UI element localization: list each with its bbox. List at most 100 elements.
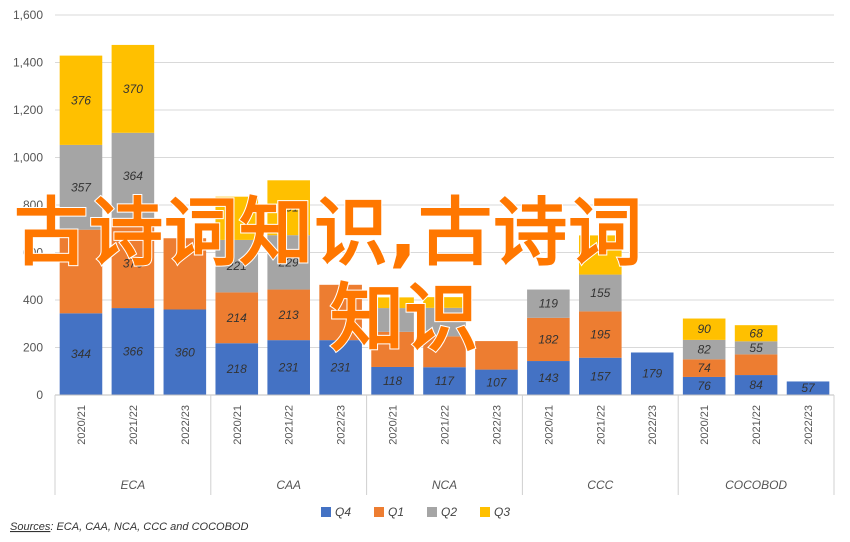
category-axis: 2020/21 2021/22 2022/23 ECA 2020/21 2021/22 20… <box>54 394 835 495</box>
bar-segment-q2 <box>59 144 103 230</box>
bar-segment-q4 <box>111 308 155 395</box>
bar-segment-q4 <box>267 340 310 395</box>
data-label: 376 <box>71 93 91 107</box>
data-label: 366 <box>123 345 143 359</box>
bar-segment-q3 <box>734 325 778 342</box>
bar-segment-q4 <box>682 376 726 395</box>
data-label: 195 <box>590 328 610 342</box>
data-label: 364 <box>123 169 143 183</box>
data-label: 229 <box>278 255 299 269</box>
bar-segment-q1 <box>527 317 570 362</box>
y-tick-label: 200 <box>23 341 43 355</box>
bar-segment-q1 <box>579 311 622 358</box>
bar-segment-q3 <box>215 196 259 240</box>
bar-segment-q2 <box>682 339 726 360</box>
y-tick-label: 1,400 <box>13 56 43 70</box>
legend-label-q2: Q2 <box>441 505 457 519</box>
category-label: 2022/23 <box>647 405 659 445</box>
legend-swatch-q3 <box>480 507 490 517</box>
data-label: 213 <box>278 308 299 322</box>
bar-segment-q1 <box>111 219 155 309</box>
category-label: 2020/21 <box>388 405 400 445</box>
group-label: ECA <box>121 478 146 492</box>
category-label: 2021/22 <box>595 405 607 445</box>
bar-segment-q2 <box>215 239 259 293</box>
data-label: 373 <box>123 257 143 271</box>
data-labels: 344 357 376 366 373 364 370 360 218 214 221 231 213 2… <box>71 82 816 395</box>
data-label: 84 <box>749 378 763 392</box>
bar-segment-q4 <box>527 361 570 395</box>
data-label: 344 <box>71 347 91 361</box>
bar-segment-q4 <box>786 381 830 395</box>
data-label: 214 <box>226 311 247 325</box>
bar-segment-q2 <box>579 274 622 312</box>
bar-segment-q1 <box>682 359 726 377</box>
bar-segment-q4 <box>423 367 466 395</box>
data-label: 182 <box>538 332 558 346</box>
legend: Q4 Q1 Q2 Q3 <box>321 505 510 519</box>
y-tick-label: 600 <box>23 246 43 260</box>
category-label: 2020/21 <box>699 405 711 445</box>
data-label: 118 <box>383 374 402 388</box>
bar-segment-q2 <box>734 341 778 355</box>
y-tick-label: 800 <box>23 198 43 212</box>
bar-segment-q2 <box>267 235 310 290</box>
data-label: 68 <box>749 326 763 340</box>
bar-segment-q1 <box>319 284 362 341</box>
y-tick-label: 1,000 <box>13 151 43 165</box>
data-label: 82 <box>697 343 711 357</box>
bar-segment-q1 <box>215 292 259 344</box>
data-label: 90 <box>697 322 711 336</box>
group-label: CAA <box>276 478 301 492</box>
y-tick-label: 400 <box>23 293 43 307</box>
group-label: NCA <box>432 478 457 492</box>
y-axis-tick-labels: 0 200 400 600 800 1,000 1,200 1,400 1,600 <box>13 8 43 402</box>
bar-segment-q4 <box>734 375 778 395</box>
source-text: : ECA, CAA, NCA, CCC and COCOBOD <box>50 521 248 533</box>
data-label: 57 <box>801 381 816 395</box>
category-label: 2020/21 <box>232 405 244 445</box>
legend-swatch-q2 <box>427 507 437 517</box>
category-label: 2021/22 <box>128 405 140 445</box>
y-tick-label: 1,200 <box>13 103 43 117</box>
bar-segment-q3 <box>371 297 414 309</box>
source-note: Sources: ECA, CAA, NCA, CCC and COCOBOD <box>10 521 248 533</box>
data-label: 119 <box>539 297 558 311</box>
data-label: 231 <box>330 361 351 375</box>
legend-label-q4: Q4 <box>335 505 351 519</box>
legend-swatch-q4 <box>321 507 331 517</box>
bar-segment-q2 <box>111 132 155 220</box>
bar-segment-q2 <box>423 307 466 337</box>
bar-segment-q1 <box>371 331 414 367</box>
bar-segment-q4 <box>579 357 622 395</box>
data-label: 218 <box>226 362 247 376</box>
data-label: 221 <box>226 259 247 273</box>
data-label: 143 <box>538 371 558 385</box>
bar-segment-q3 <box>579 235 622 275</box>
category-label: 2022/23 <box>491 405 503 445</box>
bar-segment-q3 <box>423 297 466 308</box>
category-label: 2022/23 <box>180 405 192 445</box>
group-label: CCC <box>587 478 613 492</box>
data-label: 231 <box>278 201 299 215</box>
bar-segment-q3 <box>111 44 155 133</box>
data-label: 179 <box>642 367 662 381</box>
legend-swatch-q1 <box>374 507 384 517</box>
category-label: 2022/23 <box>336 405 348 445</box>
data-label: 107 <box>486 375 507 389</box>
bar-segment-q4 <box>630 352 674 395</box>
category-label: 2021/22 <box>440 405 452 445</box>
data-label: 155 <box>590 286 610 300</box>
bar-segment-q4 <box>59 313 103 395</box>
bar-segment-q4 <box>319 340 362 395</box>
bar-segment-q1 <box>475 341 518 370</box>
bar-segment-q2 <box>371 308 414 332</box>
bar-segment-q4 <box>163 309 207 395</box>
bar-segment-q1 <box>59 229 103 314</box>
data-label: 76 <box>697 379 711 393</box>
bar-segment-q1 <box>163 238 207 310</box>
data-label: 117 <box>435 374 455 388</box>
data-label: 360 <box>175 345 195 359</box>
legend-label-q3: Q3 <box>494 505 510 519</box>
bars <box>59 44 830 395</box>
